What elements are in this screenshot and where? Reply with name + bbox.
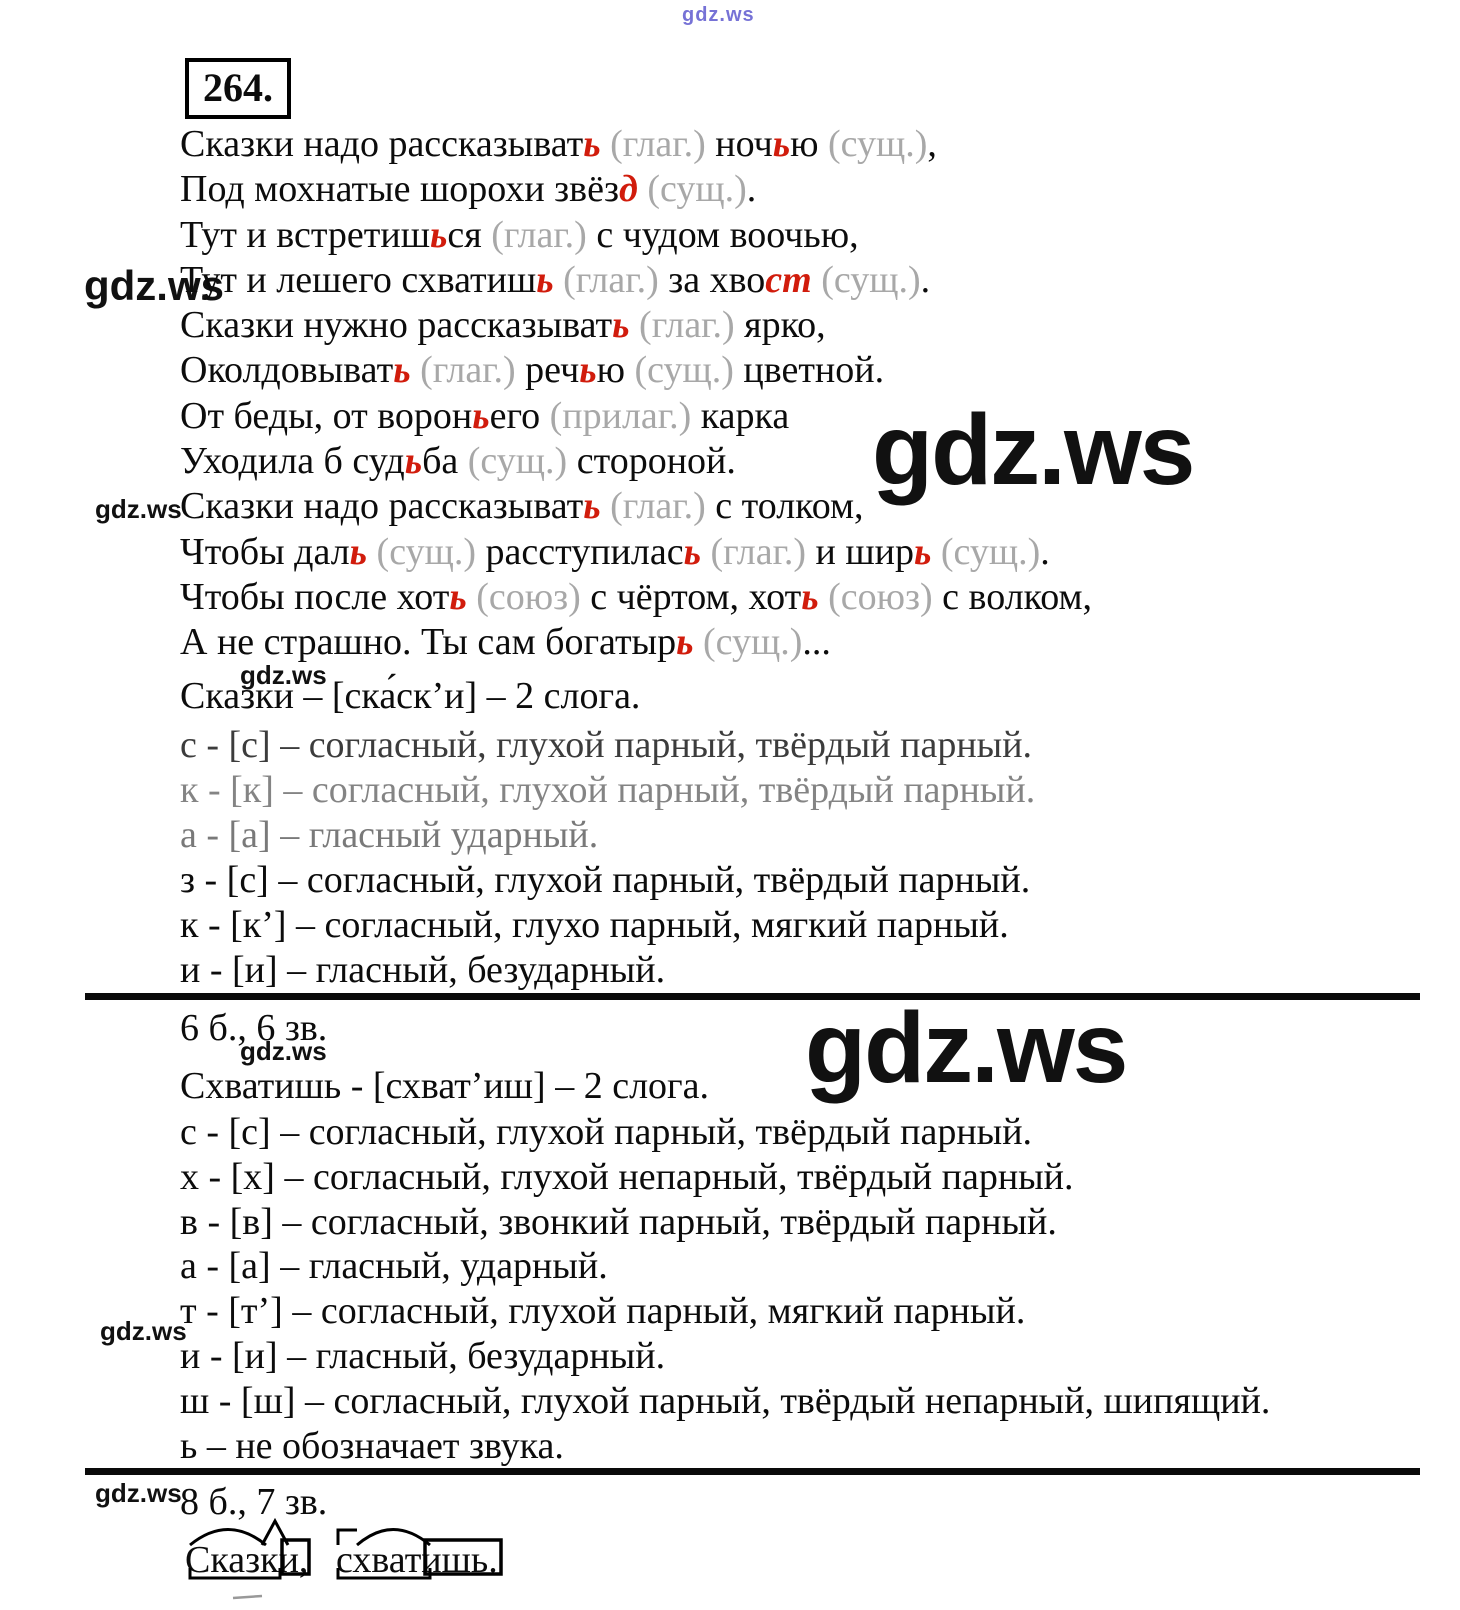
phonetic-line: а - [а] – гласный, ударный. [180,1245,608,1288]
poem-line: Под мохнатые шорохи звёзд (сущ.). [180,168,757,211]
highlighted-letter: ь [801,575,819,618]
part-of-speech-label: (глаг.) [710,530,807,573]
poem-line: Тут и лешего схватишь (глаг.) за хвост (… [180,258,931,301]
watermark-huge-1: gdz.ws [872,394,1195,506]
analysis1-header: Сказки – [ска́ск’и] – 2 слога. [180,675,641,717]
highlighted-letter: ь [404,440,423,483]
poem-line: Чтобы после хоть (союз) с чёртом, хоть (… [180,575,1093,618]
phonetic-line: з - [с] – согласный, глухой парный, твёр… [180,859,1031,901]
watermark-mid-2: gdz.ws [240,1036,327,1066]
poem-line: Сказки надо рассказывать (глаг.) ночью (… [180,123,937,165]
phonetic-line: к - [к] – согласный, глухой парный, твёр… [180,769,1036,811]
watermark-huge-2: gdz.ws [805,992,1128,1104]
part-of-speech-label: (глаг.) [420,349,516,392]
phonetic-line: к - [к’] – согласный, глухо парный, мягк… [180,904,1009,946]
watermark-left-large: gdz.ws [84,262,225,309]
poem-line: Околдовывать (глаг.) речью (сущ.) цветно… [180,349,885,392]
part-of-speech-label: (сущ.) [940,530,1041,573]
part-of-speech-label: (союз) [828,575,933,618]
watermark-left-2: gdz.ws [100,1316,187,1346]
poem-line: Уходила б судьба (сущ.) стороной. [180,440,736,483]
part-of-speech-label: (глаг.) [491,213,587,256]
analysis1-summary: 6 б., 6 зв. [180,1007,328,1049]
part-of-speech-label: (сущ.) [467,440,568,483]
watermark-top: gdz.ws [682,4,755,26]
highlighted-letter: ь [676,621,694,664]
part-of-speech-label: (сущ.) [702,621,803,664]
poem-line: Чтобы даль (сущ.) расступилась (глаг.) и… [180,530,1050,573]
phonetic-line: и - [и] – гласный, безударный. [180,949,666,991]
analysis1-lines: с - [с] – согласный, глухой парный, твёр… [180,723,1035,993]
phonetic-line: и - [и] – гласный, безударный. [180,1334,666,1377]
highlighted-letter: ь [472,394,490,437]
phonetic-line: с - [с] – согласный, глухой парный, твёр… [180,1111,1033,1153]
highlighted-letter: ь [772,123,791,165]
part-of-speech-label: (союз) [476,575,581,618]
analysis2-lines: с - [с] – согласный, глухой парный, твёр… [180,1110,1270,1468]
phonetic-line: т - [т’] – согласный, глухой парный, мяг… [180,1290,1026,1333]
phonetic-line: в - [в] – согласный, звонкий парный, твё… [180,1200,1057,1243]
exercise-number: 264. [185,58,291,119]
part-of-speech-label: (глаг.) [610,123,706,165]
highlighted-letter: ь [393,349,411,392]
morpheme-marks [188,1517,503,1600]
divider-line-1 [85,993,1420,1000]
highlighted-letter: ст [765,258,812,301]
part-of-speech-label: (глаг.) [639,304,735,347]
phonetic-line: с - [с] – согласный, глухой парный, твёр… [180,724,1033,766]
part-of-speech-label: (сущ.) [821,258,921,301]
part-of-speech-label: (прилаг.) [549,394,692,437]
part-of-speech-label: (сущ.) [376,530,476,573]
phonetic-line: ь – не обозначает звука. [180,1424,564,1467]
phonetic-line: х - [х] – согласный, глухой непарный, тв… [180,1155,1074,1198]
poem-line: Тут и встретишься (глаг.) с чудом воочью… [180,213,859,256]
analysis2-summary: 8 б., 7 зв. [180,1481,328,1523]
watermark-left-3: gdz.ws [95,1478,182,1508]
part-of-speech-label: (глаг.) [610,485,706,528]
part-of-speech-label: (глаг.) [563,258,659,301]
highlighted-letter: ь [583,485,601,528]
highlighted-letter: ь [430,213,448,256]
highlighted-letter: д [619,168,638,211]
highlighted-letter: ь [612,304,630,347]
highlighted-letter: ь [579,349,597,392]
phonetic-line: ш - [ш] – согласный, глухой парный, твёр… [180,1379,1271,1422]
poem-block: Сказки надо рассказывать (глаг.) ночью (… [180,122,1092,666]
analysis2-header: Схватишь - [схват’иш] – 2 слога. [180,1065,709,1107]
part-of-speech-label: (сущ.) [647,168,747,211]
watermark-mid-1: gdz.ws [240,660,327,690]
poem-line: А не страшно. Ты сам богатырь (сущ.)... [180,621,831,664]
poem-line: Сказки нужно рассказывать (глаг.) ярко, [180,304,826,347]
highlighted-letter: ь [683,530,701,573]
poem-line: От беды, от вороньего (прилаг.) карка [180,394,790,437]
highlighted-letter: ь [913,530,932,573]
highlighted-letter: ь [449,575,467,618]
divider-line-2 [85,1468,1420,1475]
highlighted-letter: ь [583,123,601,165]
part-of-speech-label: (сущ.) [634,349,734,392]
highlighted-letter: ь [536,258,554,301]
phonetic-line: а - [а] – гласный ударный. [180,814,599,856]
part-of-speech-label: (сущ.) [827,123,928,165]
watermark-left-1: gdz.ws [95,494,182,524]
poem-line: Сказки надо рассказывать (глаг.) с толко… [180,485,864,528]
highlighted-letter: ь [349,530,368,573]
